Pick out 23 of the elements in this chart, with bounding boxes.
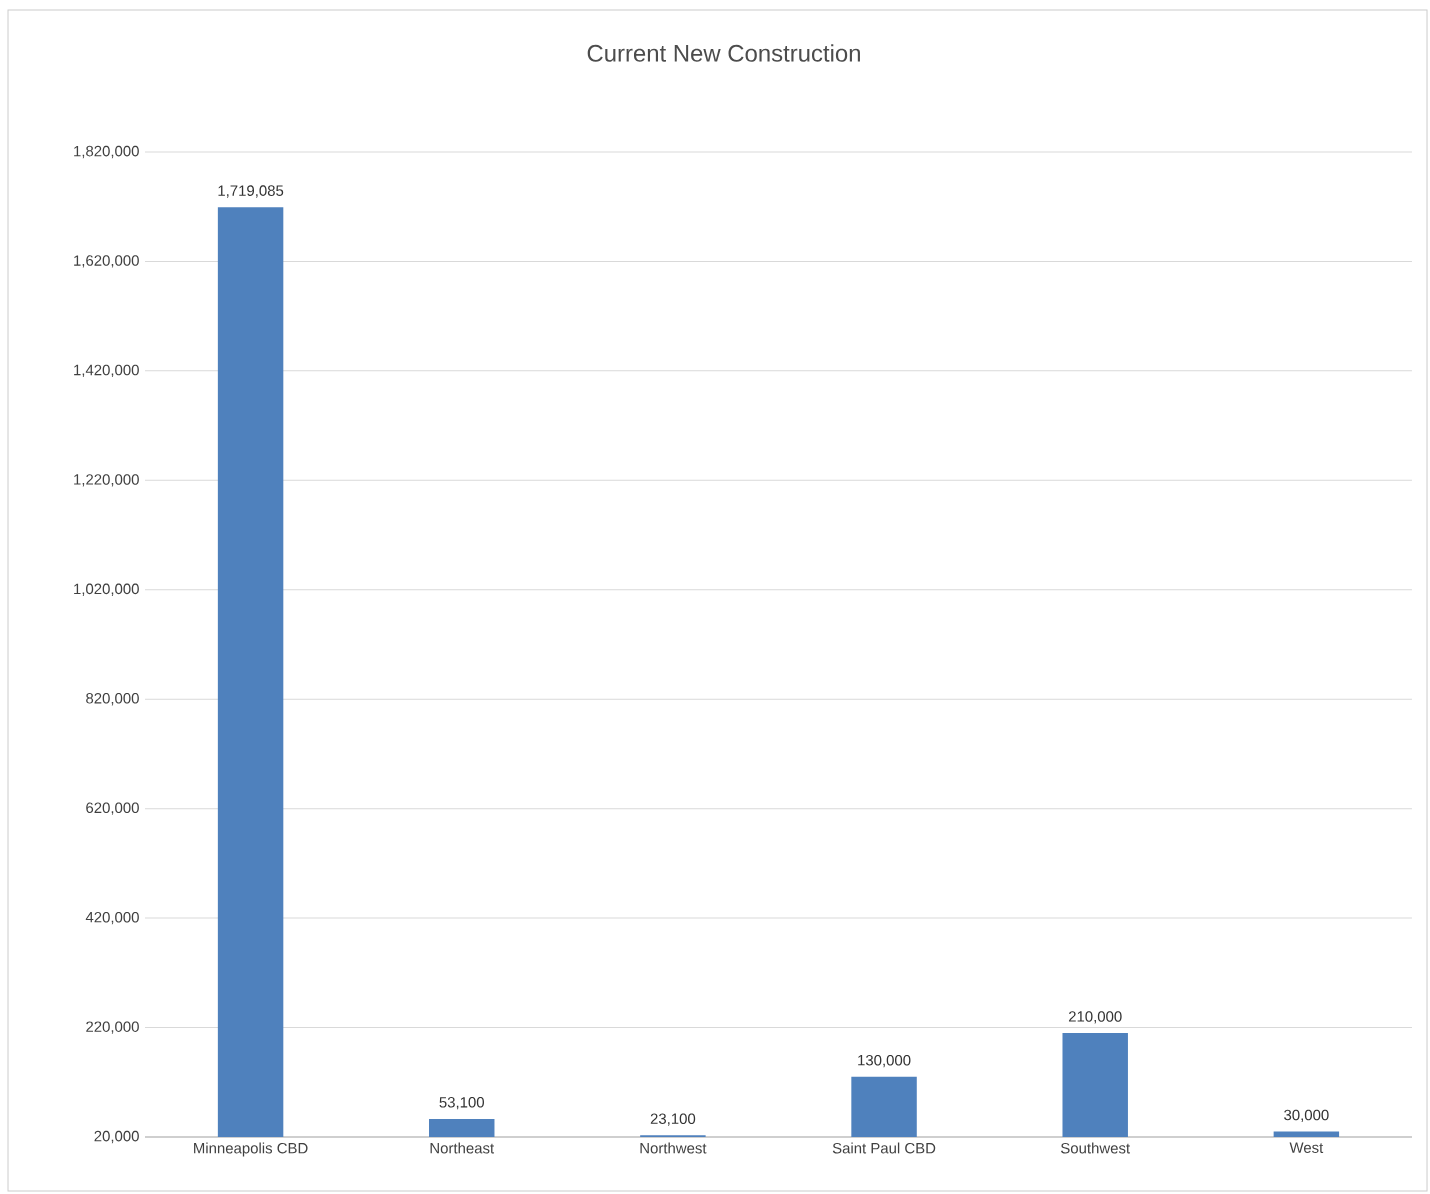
data-label: 30,000 (1284, 1109, 1329, 1122)
chart-title: Current New Construction (587, 44, 860, 62)
data-label: 130,000 (858, 1054, 911, 1068)
y-tick-label: 220,000 (86, 1021, 139, 1034)
x-tick-label: Saint Paul CBD (832, 1142, 936, 1154)
y-tick-label: 820,000 (86, 693, 139, 706)
y-tick-label: 1,820,000 (74, 145, 139, 159)
y-tick-label: 1,420,000 (74, 364, 139, 378)
y-tick-label: 1,620,000 (74, 255, 139, 268)
data-label: 53,100 (439, 1097, 484, 1110)
y-tick-label: 620,000 (86, 802, 139, 815)
x-tick-label: Minneapolis CBD (194, 1142, 308, 1157)
x-tick-label: Northeast (430, 1142, 495, 1154)
x-tick-label: Northwest (640, 1142, 707, 1154)
y-tick-label: 1,020,000 (74, 583, 139, 596)
x-tick-label: Southwest (1060, 1142, 1130, 1154)
x-tick-label: West (1289, 1142, 1324, 1153)
y-tick-label: 1,220,000 (74, 474, 139, 487)
data-label: 1,719,085 (218, 185, 284, 198)
y-tick-label: 420,000 (85, 911, 139, 925)
y-tick-label: 20,000 (94, 1130, 139, 1144)
data-label: 210,000 (1068, 1011, 1122, 1024)
data-label: 23,100 (650, 1113, 696, 1126)
